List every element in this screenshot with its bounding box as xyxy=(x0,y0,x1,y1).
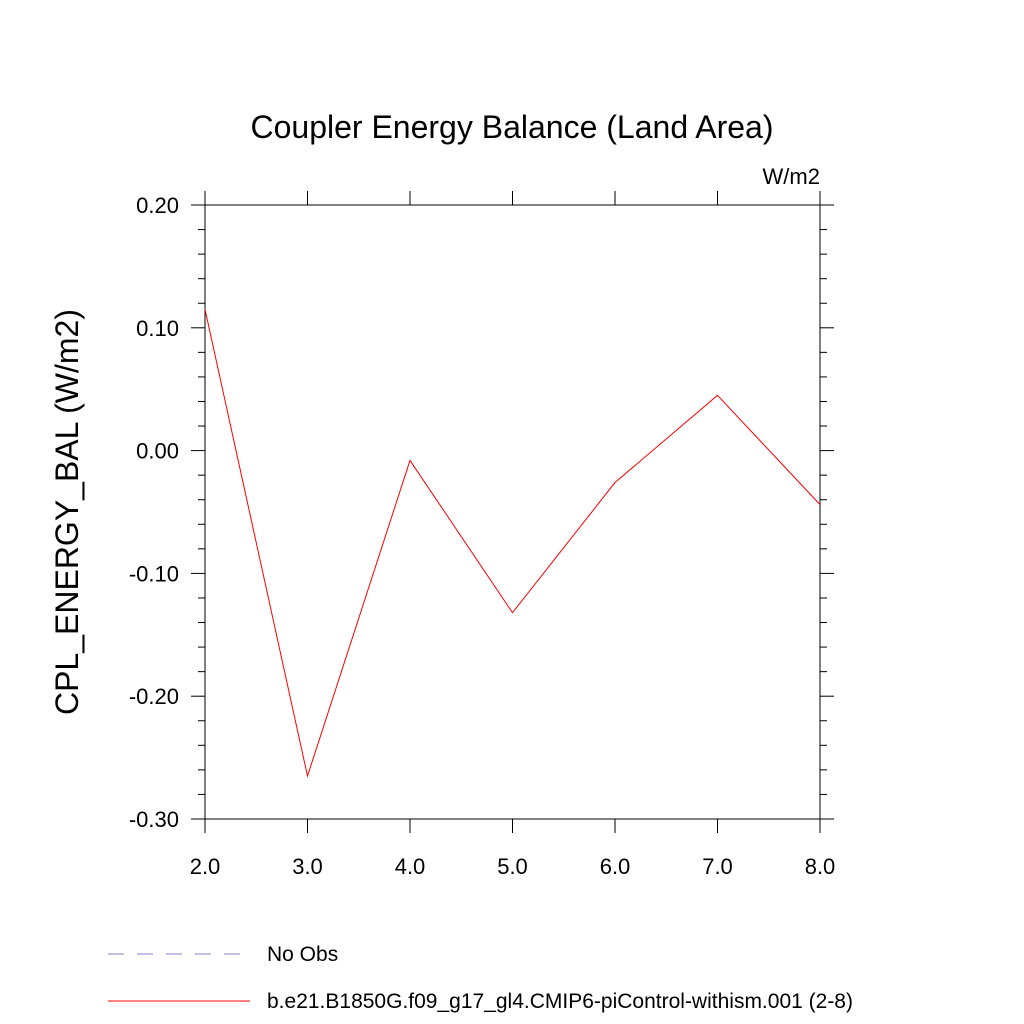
x-tick-labels: 2.0 3.0 4.0 5.0 6.0 7.0 8.0 xyxy=(190,854,836,879)
y-tick-label: -0.10 xyxy=(129,561,179,586)
x-tick-label: 8.0 xyxy=(805,854,836,879)
y-tick-labels: 0.20 0.10 0.00 -0.10 -0.20 -0.30 xyxy=(129,193,179,832)
axis-ticks xyxy=(191,191,834,833)
y-tick-label: -0.30 xyxy=(129,807,179,832)
y-tick-label: 0.00 xyxy=(136,439,179,464)
x-tick-label: 3.0 xyxy=(292,854,323,879)
legend-label-no-obs: No Obs xyxy=(267,943,338,966)
units-label: W/m2 xyxy=(763,164,820,189)
y-tick-label: 0.10 xyxy=(136,316,179,341)
x-tick-label: 2.0 xyxy=(190,854,221,879)
plot-frame xyxy=(204,204,821,820)
x-tick-label: 7.0 xyxy=(702,854,733,879)
series-layer xyxy=(204,309,821,778)
y-axis-label: CPL_ENERGY_BAL (W/m2) xyxy=(49,309,85,715)
legend: No Obs b.e21.B1850G.f09_g17_gl4.CMIP6-pi… xyxy=(108,943,853,1013)
legend-label-model-run: b.e21.B1850G.f09_g17_gl4.CMIP6-piControl… xyxy=(267,990,853,1013)
x-tick-label: 5.0 xyxy=(497,854,528,879)
chart-title: Coupler Energy Balance (Land Area) xyxy=(251,109,774,145)
series-line-0 xyxy=(204,309,821,778)
x-tick-label: 6.0 xyxy=(600,854,631,879)
y-tick-label: -0.20 xyxy=(129,684,179,709)
x-tick-label: 4.0 xyxy=(395,854,426,879)
y-tick-label: 0.20 xyxy=(136,193,179,218)
